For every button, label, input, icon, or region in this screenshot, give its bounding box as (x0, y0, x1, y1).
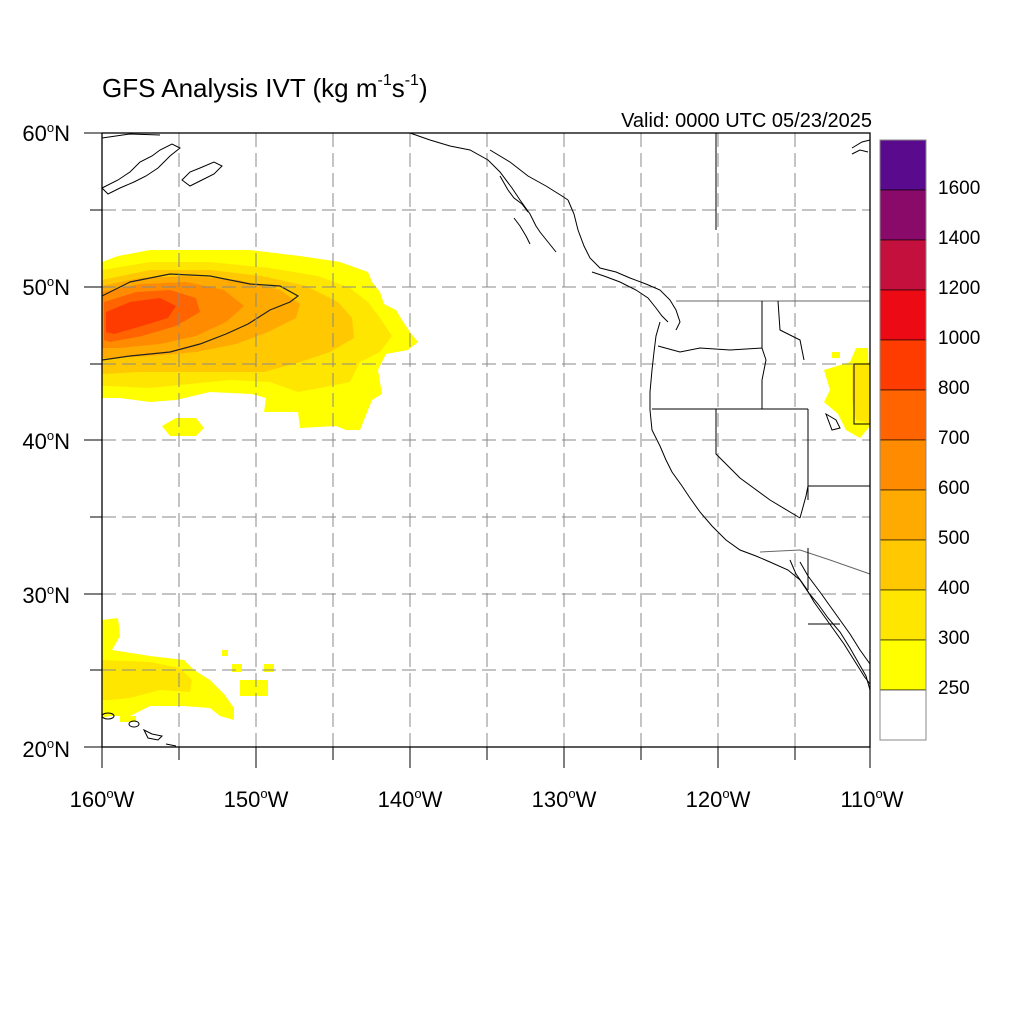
lat-label-20n: 20oN (22, 736, 70, 762)
lon-label-120w: 120oW (685, 786, 751, 812)
ivt-field (102, 250, 870, 722)
ivt-patch-small-1 (232, 664, 242, 672)
colorbar (879, 139, 927, 741)
ivt-region-300-east (852, 362, 870, 424)
graticule (102, 133, 870, 747)
colorbar-label: 300 (938, 628, 970, 649)
ivt-patch-east-small (832, 352, 840, 358)
borders (652, 133, 871, 625)
colorbar-label: 400 (938, 578, 970, 599)
ivt-contour-500 (102, 273, 300, 361)
colorbar-label: 800 (938, 378, 970, 399)
colorbar-swatch (879, 689, 927, 741)
colorbar-swatch (879, 139, 927, 191)
lon-label-150w: 150oW (223, 786, 289, 812)
ivt-patch-small-2 (264, 664, 274, 672)
colorbar-label: 1200 (938, 278, 981, 299)
coastlines (101, 132, 871, 747)
ivt-patch-small-4 (240, 680, 268, 696)
colorbar-label: 500 (938, 528, 970, 549)
lat-label-50n: 50oN (22, 274, 70, 300)
colorbar-swatch (879, 289, 927, 341)
colorbar-label: 600 (938, 478, 970, 499)
colorbar-label: 250 (938, 678, 970, 699)
colorbar-label: 1000 (938, 328, 981, 349)
colorbar-label: 1400 (938, 228, 981, 249)
chart-title: GFS Analysis IVT (kg m-1s-1) (102, 72, 428, 103)
colorbar-swatch (879, 189, 927, 241)
colorbar-swatch (879, 239, 927, 291)
colorbar-swatch (879, 639, 927, 691)
lat-label-40n: 40oN (22, 428, 70, 454)
lat-label-60n: 60oN (22, 120, 70, 146)
lon-label-110w: 110oW (840, 786, 904, 812)
lon-label-130w: 130oW (531, 786, 597, 812)
lat-label-30n: 30oN (22, 582, 70, 608)
colorbar-swatch (879, 339, 927, 391)
lon-label-140w: 140oW (377, 786, 443, 812)
colorbar-border (879, 139, 927, 741)
ivt-region-250-patch (162, 418, 204, 436)
colorbar-label: 1600 (938, 178, 981, 199)
colorbar-swatch (879, 539, 927, 591)
valid-time-label: Valid: 0000 UTC 05/23/2025 (621, 110, 872, 132)
lon-label-160w: 160oW (69, 786, 135, 812)
colorbar-swatch (879, 439, 927, 491)
tick-marks (84, 132, 871, 768)
colorbar-swatch (879, 589, 927, 641)
colorbar-label: 700 (938, 428, 970, 449)
colorbar-swatch (879, 389, 927, 441)
colorbar-swatch (879, 489, 927, 541)
ivt-patch-small-3 (222, 650, 228, 656)
ivt-region-800 (106, 298, 176, 334)
ivt-patch-small-5 (120, 716, 136, 722)
